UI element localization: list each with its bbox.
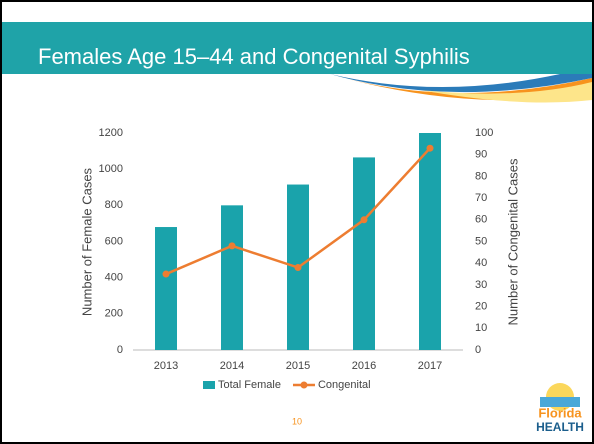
logo-text: Florida [538,405,582,420]
bar [155,227,177,350]
legend-label: Congenital [318,379,371,391]
y2-tick-label: 20 [475,301,487,313]
bar [353,157,375,350]
line-marker [162,270,170,278]
legend-swatch [300,381,308,389]
line-marker [294,264,302,272]
logo-text: HEALTH [536,420,584,434]
y-tick-label: 400 [105,272,123,284]
legend-swatch [203,381,215,389]
line-marker [426,144,434,152]
x-tick-label: 2017 [418,360,442,372]
line-marker [360,216,368,224]
line-marker [228,242,236,250]
y2-tick-label: 30 [475,279,487,291]
x-tick-label: 2016 [352,360,376,372]
x-tick-label: 2014 [220,360,244,372]
y2-tick-label: 60 [475,214,487,226]
y-tick-label: 0 [117,344,123,356]
y2-tick-label: 70 [475,192,487,204]
logo-water [540,397,580,407]
x-tick-label: 2013 [154,360,178,372]
y2-tick-label: 100 [475,127,493,139]
y2-axis-title: Number of Congenital Cases [505,158,520,325]
y-axis-title: Number of Female Cases [79,167,94,316]
y2-tick-label: 80 [475,170,487,182]
slide-title: Females Age 15–44 and Congenital Syphili… [38,44,470,69]
y-tick-label: 800 [105,199,123,211]
y-tick-label: 200 [105,308,123,320]
title-banner [2,22,592,74]
y2-tick-label: 50 [475,235,487,247]
swoosh-blue [330,74,592,93]
y2-tick-label: 0 [475,344,481,356]
swoosh-yellow [420,82,592,103]
legend-label: Total Female [218,379,281,391]
y2-tick-label: 90 [475,149,487,161]
y-tick-label: 1200 [99,127,123,139]
y-tick-label: 600 [105,235,123,247]
bar [221,205,243,350]
bar [419,133,441,350]
page-number: 10 [292,416,302,426]
y2-tick-label: 40 [475,257,487,269]
x-tick-label: 2015 [286,360,310,372]
y2-tick-label: 10 [475,322,487,334]
logo: Florida HEALTH [536,383,584,434]
y-tick-label: 1000 [99,163,123,175]
